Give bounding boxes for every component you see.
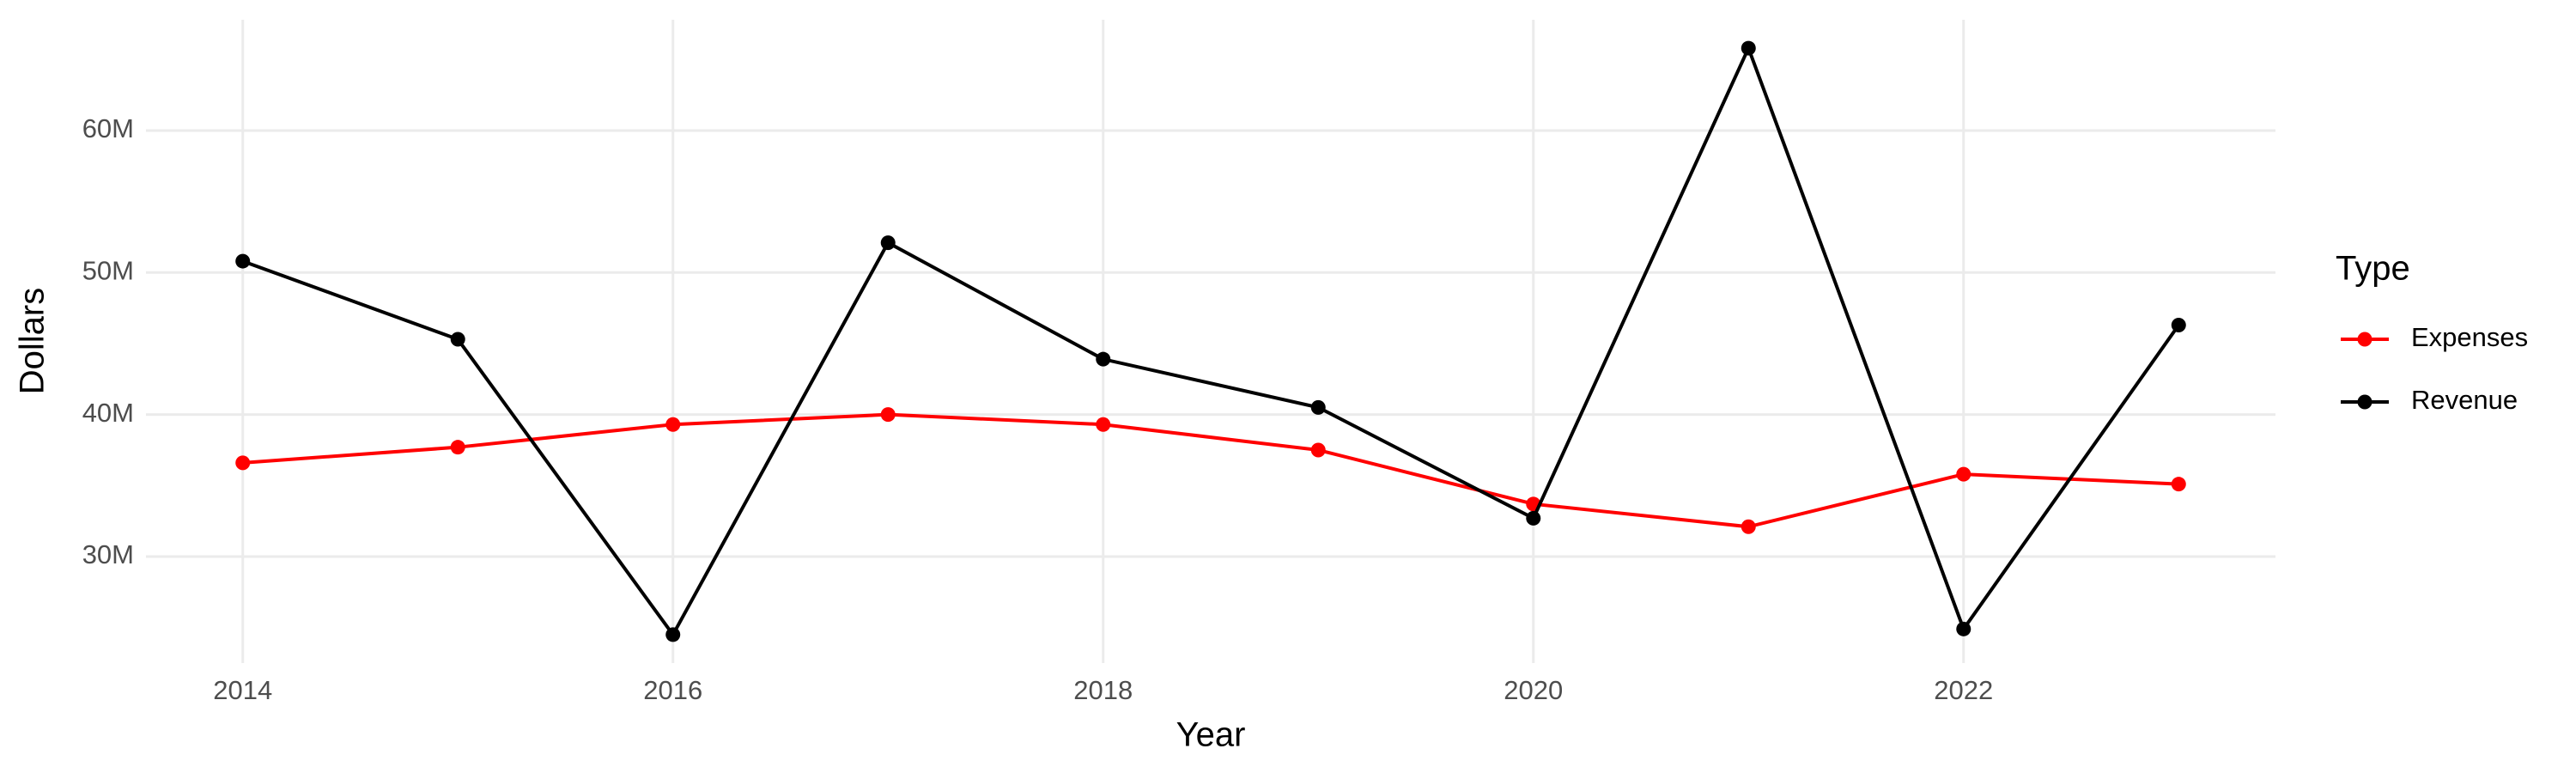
- y-tick-label: 60M: [82, 113, 134, 143]
- data-point: [1526, 510, 1541, 526]
- y-tick-label: 50M: [82, 255, 134, 285]
- data-point: [450, 332, 465, 347]
- y-tick-label: 40M: [82, 398, 134, 428]
- legend-label: Expenses: [2411, 322, 2528, 352]
- y-tick-label: 30M: [82, 539, 134, 569]
- data-point: [2171, 317, 2186, 332]
- data-point: [665, 417, 681, 432]
- data-point: [1956, 466, 1971, 482]
- legend-title: Type: [2336, 250, 2410, 288]
- data-point: [235, 455, 251, 471]
- data-point: [235, 253, 251, 269]
- x-tick-label: 2016: [643, 675, 702, 705]
- data-point: [1741, 40, 1756, 56]
- data-point: [880, 407, 896, 423]
- x-tick-label: 2020: [1504, 675, 1563, 705]
- x-tick-label: 2022: [1934, 675, 1993, 705]
- x-tick-label: 2018: [1073, 675, 1133, 705]
- data-point: [1310, 442, 1326, 458]
- series-line: [242, 43, 2180, 638]
- data-point: [880, 235, 896, 251]
- x-axis-title: Year: [1176, 716, 1246, 754]
- data-point: [1741, 519, 1756, 534]
- data-point: [1956, 621, 1971, 636]
- data-point: [1310, 399, 1326, 415]
- legend-label: Revenue: [2411, 385, 2518, 415]
- data-point: [1096, 351, 1111, 367]
- data-point: [1096, 417, 1111, 432]
- legend-key-point: [2357, 394, 2372, 410]
- data-point: [450, 440, 465, 455]
- data-point: [665, 627, 681, 642]
- series-line: [242, 412, 2179, 529]
- x-tick-label: 2014: [213, 675, 272, 705]
- legend-key-point: [2357, 332, 2372, 347]
- data-point: [2171, 477, 2186, 492]
- y-axis-title: Dollars: [14, 288, 52, 394]
